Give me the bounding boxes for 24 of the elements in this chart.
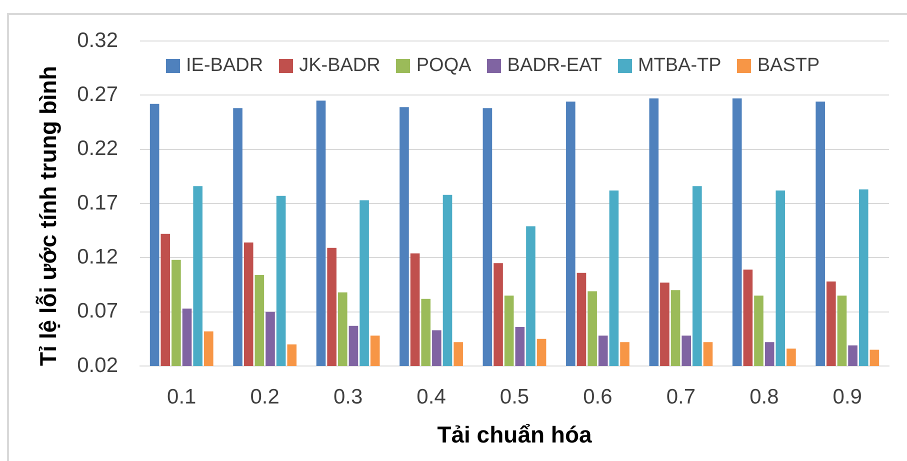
- y-tick-label: 0.07: [77, 300, 118, 323]
- legend-label: MTBA-TP: [638, 55, 722, 77]
- legend-label: POQA: [416, 55, 472, 77]
- y-tick-label: 0.27: [77, 82, 118, 106]
- legend-label: JK-BADR: [299, 55, 380, 77]
- y-tick-label: 0.32: [77, 28, 118, 52]
- legend-label: BADR-EAT: [507, 55, 602, 77]
- x-tick-label: 0.1: [167, 385, 196, 408]
- x-tick-label: 0.7: [666, 385, 696, 408]
- y-tick-label: 0.22: [77, 137, 118, 160]
- x-tick-label: 0.3: [333, 385, 363, 408]
- x-tick-label: 0.2: [250, 385, 280, 408]
- x-tick-label: 0.6: [583, 385, 612, 408]
- x-tick-label: 0.5: [500, 385, 530, 408]
- legend-label: BASTP: [757, 55, 820, 77]
- x-tick-label: 0.9: [832, 385, 862, 408]
- y-axis-title: Tỉ lệ lỗi ước tính trung bình: [35, 66, 62, 366]
- y-tick-label: 0.17: [77, 191, 118, 214]
- y-tick-label: 0.12: [77, 245, 118, 268]
- y-tick-label: 0.02: [77, 354, 118, 377]
- legend-label: IE-BADR: [186, 55, 264, 77]
- x-tick-label: 0.4: [416, 385, 446, 408]
- x-tick-label: 0.8: [750, 385, 779, 408]
- x-axis-title: Tải chuẩn hóa: [437, 422, 592, 448]
